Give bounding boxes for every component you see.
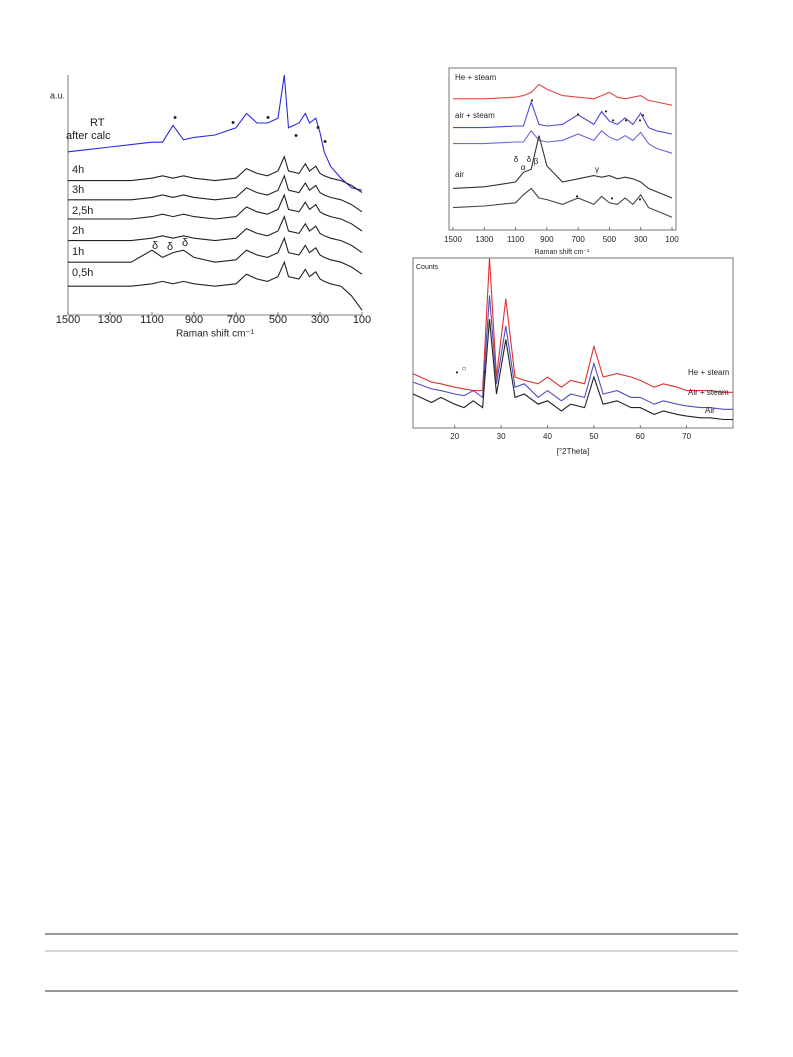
series-label: 0,5h xyxy=(72,267,93,279)
plot-frame xyxy=(448,67,677,231)
peak-marker: • xyxy=(639,116,642,125)
peak-marker: • xyxy=(605,107,608,116)
x-tick-label: 700 xyxy=(227,314,245,326)
series-label: RT xyxy=(90,117,105,129)
spectrum-line xyxy=(452,187,673,218)
series-label: He + steam xyxy=(455,73,496,82)
peak-marker: • xyxy=(612,116,615,125)
spectrum-line xyxy=(412,295,733,410)
peak-marker: • xyxy=(484,368,487,377)
x-tick-label: 100 xyxy=(353,314,371,326)
peak-marker: • xyxy=(577,110,580,119)
peak-marker: δ xyxy=(167,241,173,253)
x-tick-label: 1100 xyxy=(140,314,164,326)
spectrum-line xyxy=(412,319,733,421)
series-label: He + steam xyxy=(688,368,729,377)
spectrum-line xyxy=(68,260,363,311)
spectrum-line xyxy=(453,129,673,154)
series-label: air + steam xyxy=(455,111,495,120)
x-tick-label: 70 xyxy=(682,432,691,441)
x-tick-label: 1300 xyxy=(475,235,493,244)
peak-marker: • xyxy=(625,116,628,125)
spectrum-line xyxy=(68,174,363,213)
peak-marker: γ xyxy=(595,165,599,174)
peak-marker: δ xyxy=(514,155,519,164)
series-label: Air xyxy=(705,406,715,415)
series-label: 2,5h xyxy=(72,205,93,217)
peak-marker: • xyxy=(173,112,177,124)
x-tick-label: 300 xyxy=(634,235,648,244)
spectrum-line xyxy=(452,135,673,199)
x-tick-label: 100 xyxy=(665,235,679,244)
x-tick-label: 500 xyxy=(269,314,287,326)
x-tick-label: 1500 xyxy=(444,235,462,244)
spectrum-line xyxy=(68,236,363,275)
peak-marker: δ xyxy=(527,155,532,164)
x-axis-label: Raman shift cm⁻¹ xyxy=(535,249,590,256)
peak-marker: • xyxy=(642,111,645,120)
peak-marker: β xyxy=(534,157,539,166)
x-tick-label: 300 xyxy=(311,314,329,326)
peak-marker: • xyxy=(611,194,614,203)
peak-marker: ○ xyxy=(462,364,467,373)
peak-marker: • xyxy=(266,112,270,124)
peak-marker: • xyxy=(456,368,459,377)
x-tick-label: 1100 xyxy=(507,235,525,244)
plot-frame xyxy=(412,257,734,429)
spectrum-line xyxy=(453,83,673,106)
peak-marker: • xyxy=(531,96,534,105)
spectrum-line xyxy=(68,193,363,232)
peak-marker: • xyxy=(323,136,327,148)
x-tick-label: 40 xyxy=(543,432,552,441)
peak-marker: • xyxy=(231,117,235,129)
peak-marker: δ xyxy=(152,240,158,252)
series-label: 4h xyxy=(72,164,84,176)
x-tick-label: 20 xyxy=(450,432,459,441)
x-tick-label: 1300 xyxy=(98,314,122,326)
series-label: air xyxy=(455,170,464,179)
x-axis-label: Raman shift cm⁻¹ xyxy=(176,329,255,340)
spectrum-line xyxy=(412,257,733,393)
spectrum-line xyxy=(453,100,673,135)
peak-marker: α xyxy=(521,163,526,172)
peak-marker: δ xyxy=(182,237,188,249)
peak-marker: • xyxy=(316,122,320,134)
peak-marker: • xyxy=(294,130,298,142)
x-tick-label: 30 xyxy=(497,432,506,441)
x-tick-label: 700 xyxy=(571,235,585,244)
series-label: 2h xyxy=(72,225,84,237)
x-tick-label: 500 xyxy=(603,235,617,244)
x-tick-label: 1500 xyxy=(56,314,80,326)
series-label: after calc xyxy=(66,130,111,142)
y-axis-label: a.u. xyxy=(50,90,65,100)
x-tick-label: 900 xyxy=(540,235,554,244)
spectrum-line xyxy=(67,74,363,191)
series-label: 1h xyxy=(72,246,84,258)
peak-marker: • xyxy=(639,195,642,204)
x-tick-label: 60 xyxy=(636,432,645,441)
y-axis-label: Counts xyxy=(416,264,439,271)
spectrum-line xyxy=(68,154,363,194)
x-tick-label: 50 xyxy=(589,432,598,441)
series-label: Air + steam xyxy=(688,388,729,397)
x-axis-label: [°2Theta] xyxy=(557,447,590,456)
x-tick-label: 900 xyxy=(185,314,203,326)
series-label: 3h xyxy=(72,184,84,196)
spectrum-line xyxy=(68,214,363,254)
peak-marker: • xyxy=(576,192,579,201)
